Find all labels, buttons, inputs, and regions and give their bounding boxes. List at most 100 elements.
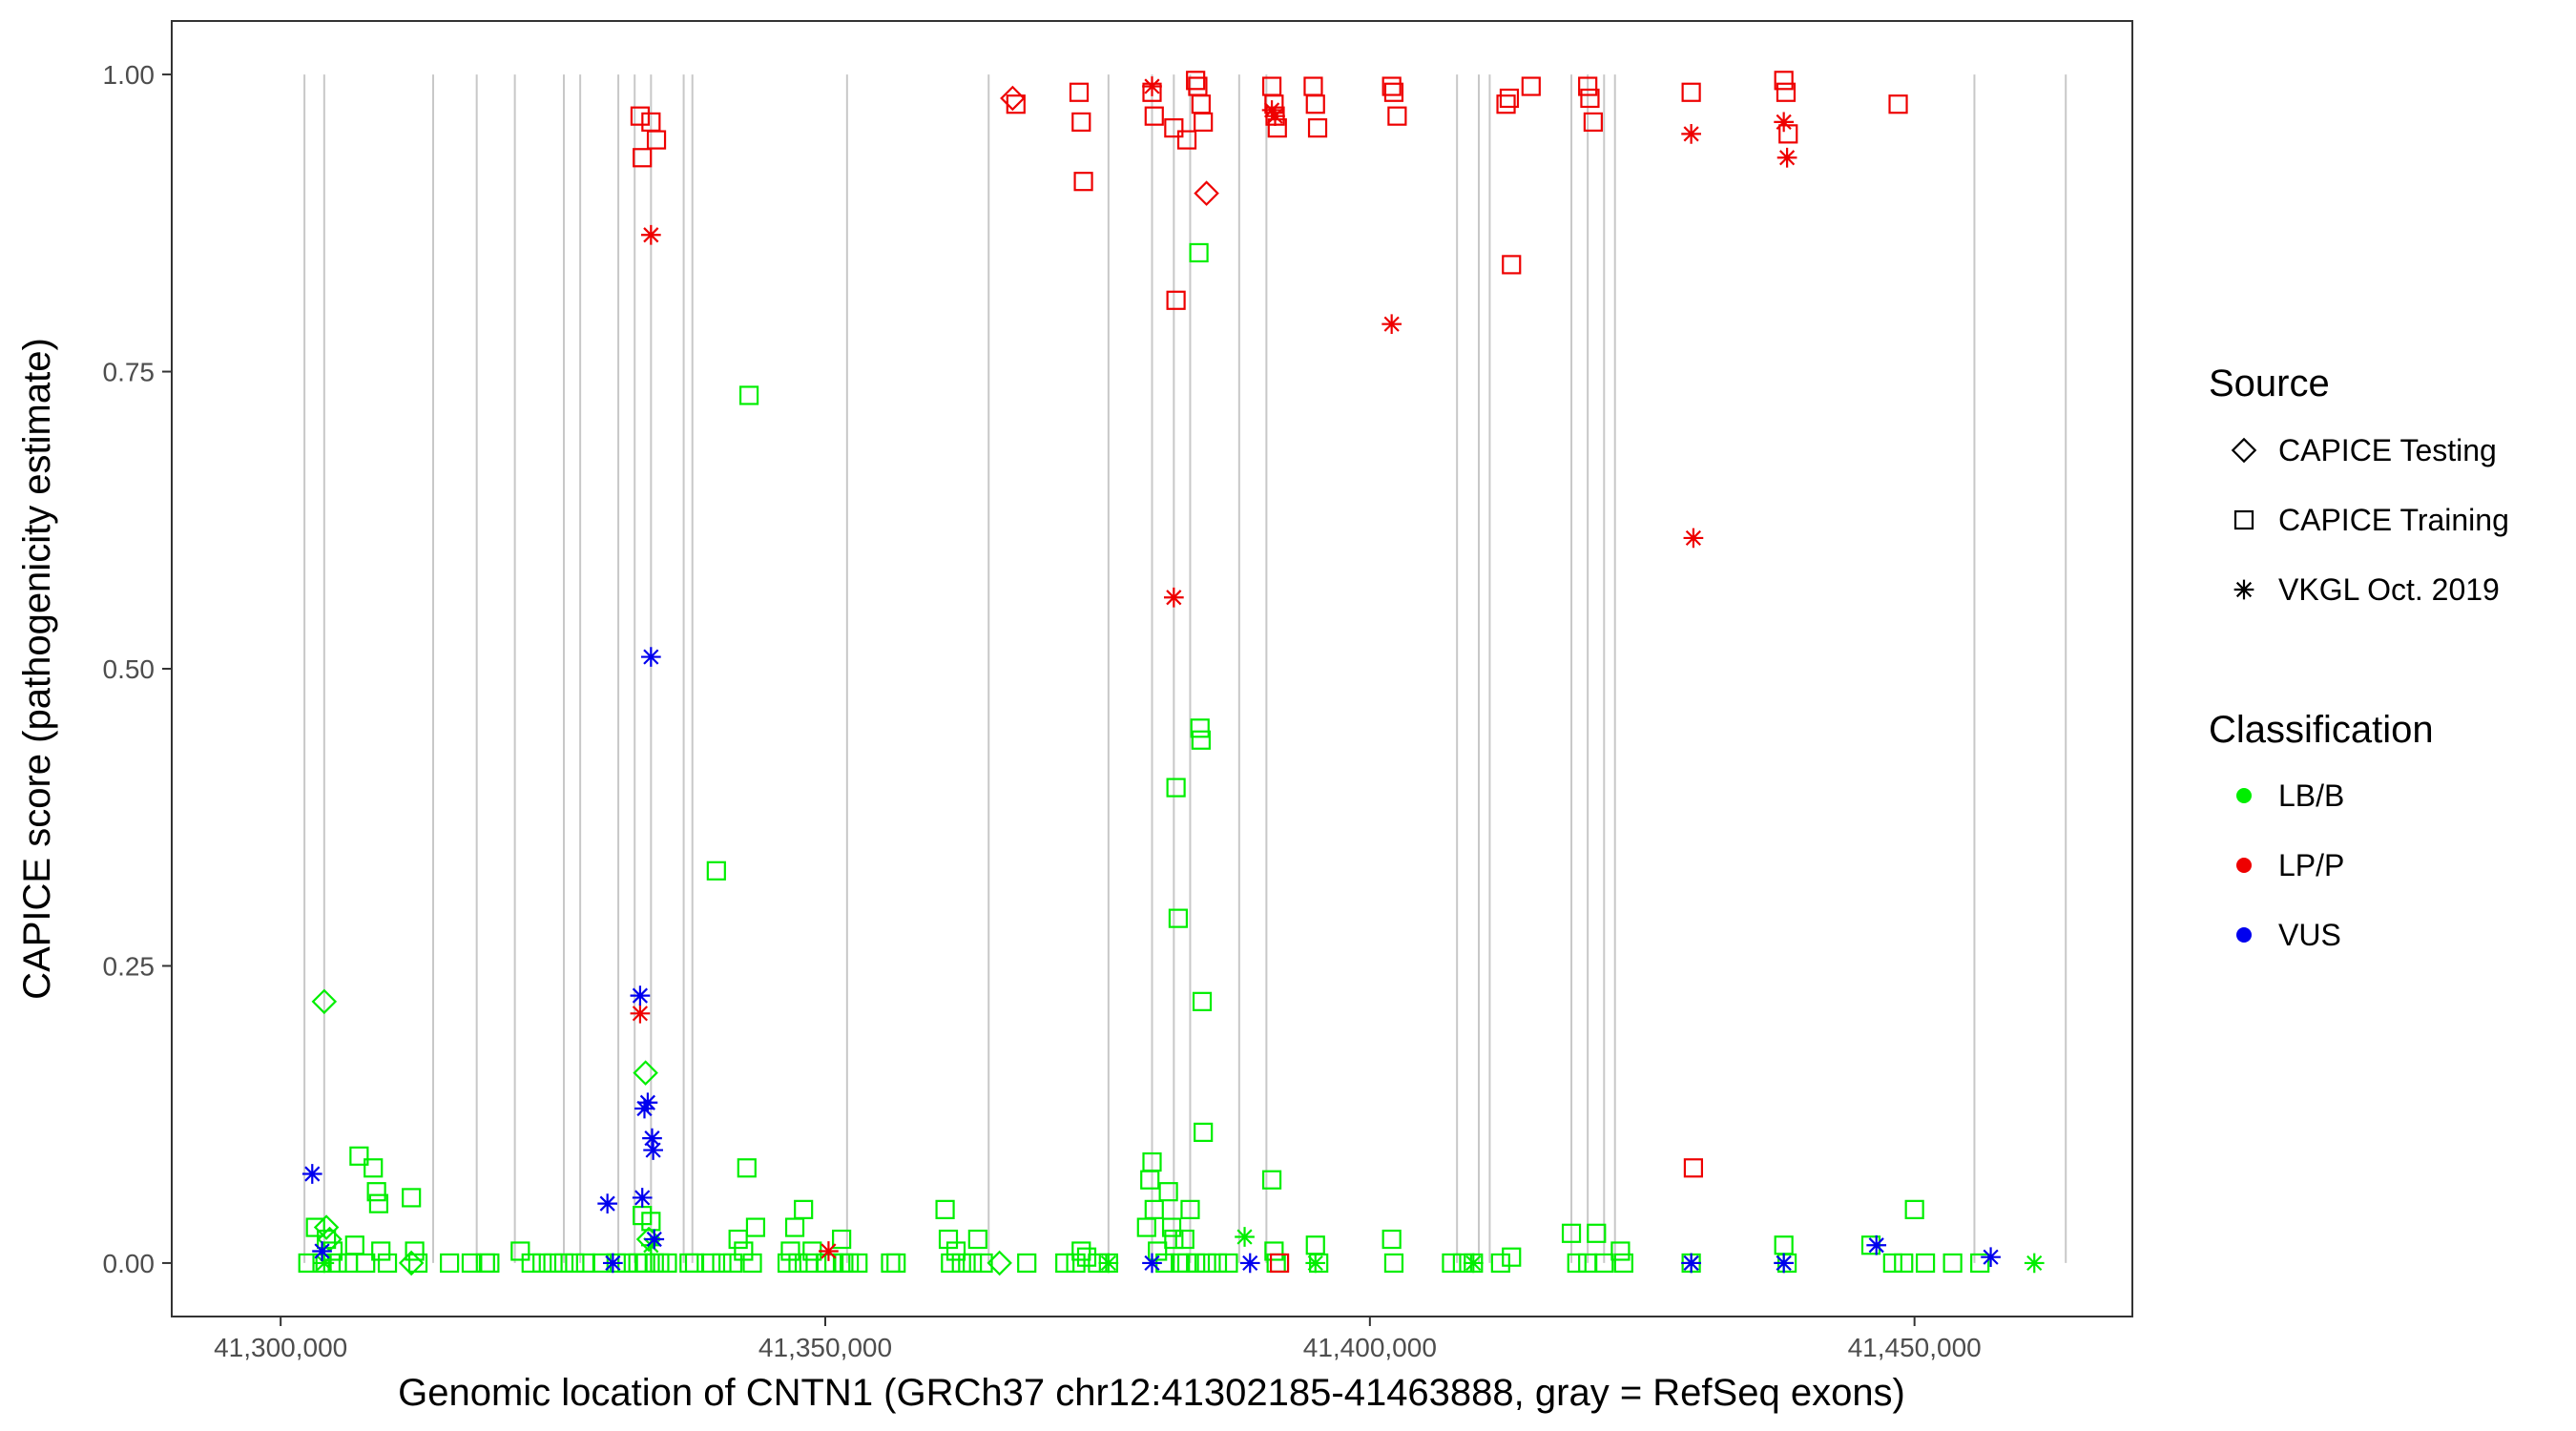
data-point [1261, 1170, 1282, 1190]
data-point [1161, 1217, 1182, 1237]
data-point [368, 1193, 389, 1213]
data-point [951, 1253, 971, 1274]
data-point [706, 861, 726, 881]
data-point [1774, 112, 1795, 133]
y-tick-label: 0.50 [103, 654, 156, 684]
legend-class-key [2236, 788, 2252, 803]
data-point [642, 1128, 662, 1149]
data-point [1981, 1247, 2001, 1268]
x-tick-label: 41,350,000 [758, 1333, 892, 1362]
data-point [819, 1241, 839, 1261]
data-point [1142, 1151, 1162, 1172]
x-axis-title: Genomic location of CNTN1 (GRCh37 chr12:… [398, 1372, 1905, 1414]
legend-source-title: Source [2209, 363, 2330, 404]
data-point [1381, 76, 1402, 96]
data-point [1383, 82, 1404, 102]
data-point [1502, 1247, 1522, 1267]
data-point [712, 1253, 732, 1274]
x-axis: 41,300,000 41,350,000 41,400,000 41,450,000 [214, 1317, 1982, 1362]
data-point [1071, 1241, 1091, 1261]
data-point [1191, 730, 1211, 750]
data-point [532, 1253, 552, 1274]
data-point [745, 1217, 766, 1237]
data-point [635, 1226, 662, 1253]
data-point [945, 1241, 966, 1261]
y-tick-label: 0.25 [103, 951, 156, 981]
data-point [1189, 242, 1209, 263]
y-tick-label: 0.00 [103, 1249, 156, 1278]
data-point [398, 1250, 425, 1276]
data-point [1610, 1241, 1631, 1261]
data-point [1196, 1253, 1216, 1274]
data-point [1307, 118, 1328, 138]
data-point [402, 1188, 422, 1208]
data-point [1502, 255, 1522, 275]
data-point [1073, 172, 1093, 192]
data-point [2024, 1253, 2045, 1274]
data-point [640, 647, 661, 667]
data-points [298, 71, 2045, 1276]
y-tick-label: 1.00 [103, 60, 156, 90]
data-point [1904, 1199, 1924, 1219]
data-point [941, 1253, 961, 1274]
data-point [1142, 1253, 1162, 1274]
legend-class-label: LB/B [2278, 778, 2344, 813]
data-point [371, 1241, 391, 1261]
legend-source-label: CAPICE Testing [2278, 433, 2497, 467]
data-point [742, 1253, 762, 1274]
x-tick-label: 41,300,000 [214, 1333, 347, 1362]
data-point [1192, 991, 1213, 1011]
data-point [344, 1235, 364, 1255]
data-point [1235, 1227, 1255, 1247]
data-point [1264, 1241, 1284, 1261]
data-point [738, 385, 759, 405]
data-point [640, 1234, 661, 1255]
legend: Source Classification CAPICE Testing CAPI… [2209, 363, 2509, 952]
data-point [1186, 1253, 1206, 1274]
data-point [737, 1158, 757, 1178]
data-point [1613, 1253, 1633, 1274]
legend-source-label: VKGL Oct. 2019 [2278, 572, 2500, 607]
data-point [1866, 1234, 1887, 1255]
data-point [461, 1253, 482, 1274]
data-point [1180, 1199, 1200, 1219]
data-point [1490, 1253, 1510, 1274]
data-point [1168, 908, 1189, 928]
data-point [314, 1253, 335, 1274]
data-point [1144, 1199, 1164, 1219]
data-point [1681, 124, 1701, 144]
data-point [935, 1199, 955, 1219]
data-point [1305, 1253, 1326, 1274]
data-point [1158, 1182, 1178, 1202]
data-point [1387, 106, 1407, 126]
legend-class-title: Classification [2209, 709, 2434, 751]
exon-lines [303, 74, 2067, 1263]
data-point [1942, 1253, 1963, 1274]
data-point [701, 1253, 721, 1274]
data-point [1567, 1253, 1587, 1274]
data-point [1442, 1253, 1462, 1274]
data-point [1186, 71, 1206, 91]
data-point [1774, 1253, 1795, 1274]
data-point [1142, 76, 1162, 96]
legend-source-key-diamond [2231, 437, 2257, 464]
legend-class-key [2236, 858, 2252, 873]
data-point [1496, 94, 1516, 114]
data-point [1894, 1253, 1914, 1274]
data-point [1776, 82, 1797, 102]
data-point [848, 1253, 868, 1274]
data-point [1218, 1253, 1238, 1274]
data-point [1176, 130, 1197, 150]
data-point [1174, 1229, 1195, 1250]
data-point [1583, 112, 1603, 132]
data-point [657, 1253, 677, 1274]
data-point [1261, 100, 1282, 120]
data-point [637, 1092, 658, 1113]
data-point [630, 106, 651, 126]
data-point [301, 1164, 322, 1184]
data-point [510, 1241, 530, 1261]
data-point [521, 1253, 541, 1274]
data-point [1521, 76, 1541, 96]
data-point [1383, 1253, 1404, 1274]
data-point [480, 1253, 500, 1274]
